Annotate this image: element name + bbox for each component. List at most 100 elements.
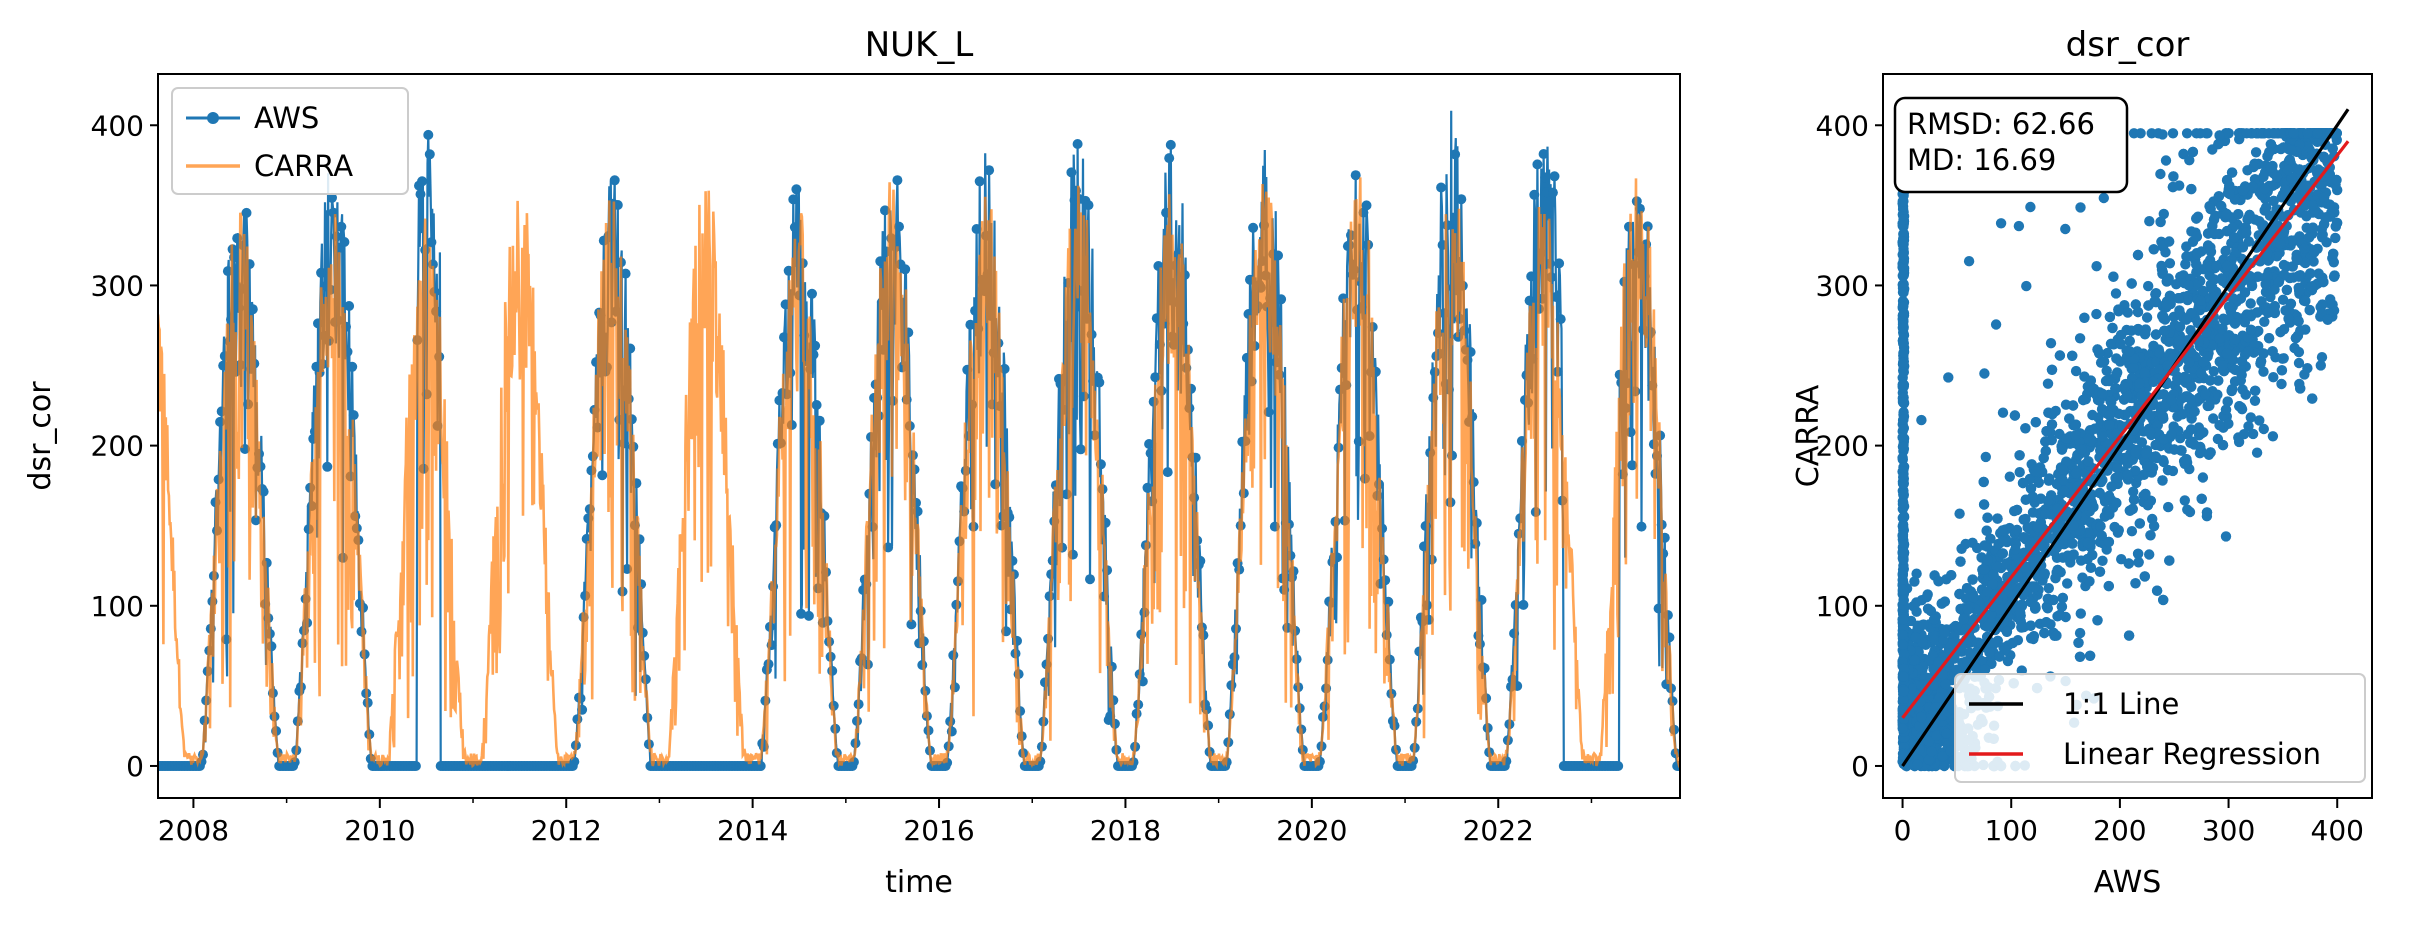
aws-marker xyxy=(347,361,358,372)
scatter-point xyxy=(1971,542,1983,554)
scatter-point xyxy=(2022,522,2033,533)
scatter-point xyxy=(2062,578,2073,589)
aws-marker xyxy=(971,224,982,234)
scatter-point xyxy=(2087,549,2098,561)
scatter-point xyxy=(2110,383,2122,394)
scatter-point xyxy=(2020,513,2031,525)
scatter-point xyxy=(2104,419,2115,430)
aws-marker xyxy=(423,129,434,140)
scatter-point xyxy=(2208,366,2219,377)
aws-marker xyxy=(807,288,817,299)
scatter-point xyxy=(1910,632,1922,643)
x-tick-label: 2008 xyxy=(158,814,229,847)
scatter-point xyxy=(2115,329,2127,341)
scatter-point xyxy=(2265,162,2276,173)
aws-marker xyxy=(1075,444,1086,455)
scatter-point xyxy=(2083,527,2094,538)
scatter-point xyxy=(2046,364,2058,375)
scatter-point xyxy=(2033,477,2044,488)
aws-marker xyxy=(1518,599,1529,610)
scatter-point xyxy=(2130,465,2141,476)
aws-marker xyxy=(900,264,911,275)
aws-marker xyxy=(789,222,800,233)
scatter-point xyxy=(2020,494,2032,505)
scatter-point xyxy=(2028,631,2040,642)
aws-marker xyxy=(250,515,261,526)
scatter-point xyxy=(1912,759,1923,770)
scatter-point xyxy=(1911,597,1922,608)
scatter-point xyxy=(2017,477,2029,489)
scatter-point xyxy=(2148,376,2159,387)
scatter-point xyxy=(2020,423,2031,434)
scatter-point xyxy=(2130,578,2141,589)
aws-marker xyxy=(906,619,917,630)
scatter-point xyxy=(2039,627,2050,639)
scatter-point xyxy=(1936,598,1948,609)
scatter-point xyxy=(2067,538,2078,549)
scatter-point xyxy=(2042,495,2054,507)
scatter-point xyxy=(1897,452,1908,463)
scatter-point xyxy=(2283,313,2294,324)
scatter-point xyxy=(2098,356,2110,367)
scatter-point xyxy=(2221,348,2233,359)
scatter-point xyxy=(2243,346,2254,357)
aws-marker xyxy=(811,400,822,410)
scatter-point xyxy=(2249,395,2261,406)
aws-marker xyxy=(1524,295,1535,306)
aws-marker xyxy=(1526,271,1537,282)
scatter-point xyxy=(1961,583,1973,594)
aws-marker xyxy=(984,165,995,176)
aws-marker xyxy=(1150,372,1161,383)
scatter-point xyxy=(2260,279,2271,290)
scatter-point xyxy=(2247,181,2258,192)
scatter-point xyxy=(1994,651,2005,662)
scatter-point xyxy=(2084,650,2096,661)
scatter-point xyxy=(2304,304,2315,316)
scatter-point xyxy=(2067,400,2079,411)
scatter-point xyxy=(2316,307,2328,319)
scatter-point xyxy=(2181,314,2192,325)
aws-marker xyxy=(1383,596,1394,607)
aws-marker xyxy=(1165,139,1176,150)
aws-marker xyxy=(875,256,886,267)
scatter-point xyxy=(1933,656,1944,668)
scatter-point xyxy=(2300,295,2311,307)
scatter-point xyxy=(2029,601,2041,612)
scatter-point xyxy=(2103,536,2115,548)
scatter-point xyxy=(2018,532,2029,543)
scatter-point xyxy=(2224,180,2235,191)
legend-carra-label: CARRA xyxy=(254,149,353,183)
scatter-point xyxy=(2132,548,2144,559)
aws-marker xyxy=(597,470,608,481)
aws-marker xyxy=(328,207,339,218)
scatter-point xyxy=(2073,637,2084,648)
aws-marker xyxy=(336,221,347,232)
scatter-point xyxy=(1909,576,1920,587)
scatter-point xyxy=(1981,525,1992,536)
aws-marker xyxy=(609,175,620,186)
aws-marker xyxy=(1538,149,1549,159)
scatter-point xyxy=(2315,360,2326,371)
scatter-point xyxy=(2236,356,2248,367)
scatter-point xyxy=(2259,183,2271,195)
scatter-point xyxy=(2294,285,2305,296)
scatter-point xyxy=(2250,385,2261,396)
scatter-point xyxy=(2154,364,2165,375)
timeseries-axes-frame xyxy=(157,73,1681,799)
scatter-point xyxy=(2181,454,2192,465)
aws-marker xyxy=(974,176,985,187)
scatter-point xyxy=(2276,378,2287,390)
scatter-point xyxy=(2229,376,2241,387)
scatter-point xyxy=(2066,551,2077,563)
scatter-point xyxy=(2305,268,2316,279)
scatter-point xyxy=(2207,220,2218,232)
scatter-point xyxy=(2162,275,2173,287)
scatter-point xyxy=(2220,404,2232,415)
scatter-point xyxy=(2076,444,2087,455)
scatter-point xyxy=(2288,128,2299,139)
legend-aws-label: AWS xyxy=(254,101,319,135)
aws-marker xyxy=(1516,436,1527,446)
y-tick-label: 200 xyxy=(91,430,144,463)
scatter-point xyxy=(2233,209,2244,220)
